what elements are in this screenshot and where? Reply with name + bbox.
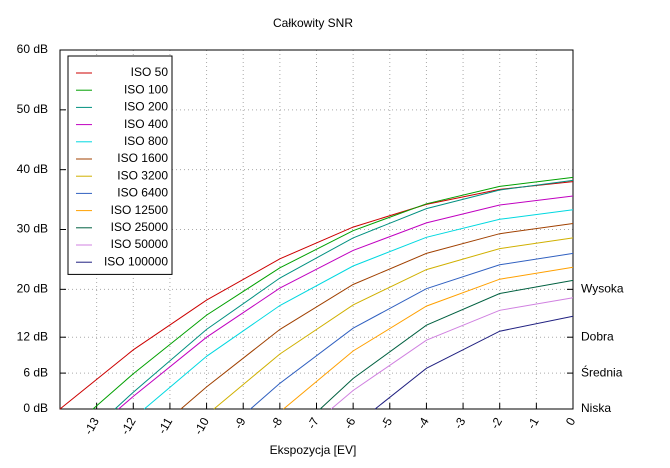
chart-title: Całkowity SNR xyxy=(273,16,353,30)
legend-label: ISO 50 xyxy=(131,65,169,79)
legend-label: ISO 100 xyxy=(124,82,168,96)
legend-label: ISO 3200 xyxy=(117,168,168,182)
series-line xyxy=(250,252,574,410)
y-tick-label: 50 dB xyxy=(17,102,48,116)
y2-tick-label: Wysoka xyxy=(581,282,624,296)
series-line xyxy=(319,279,574,410)
y2-tick-label: Średnia xyxy=(581,364,623,379)
legend-label: ISO 50000 xyxy=(111,237,169,251)
y-tick-label: 0 dB xyxy=(23,401,48,415)
series-line xyxy=(118,195,574,410)
y-tick-label: 6 dB xyxy=(23,365,48,379)
series-line xyxy=(374,315,574,410)
y2-tick-label: Dobra xyxy=(581,329,614,343)
legend-label: ISO 25000 xyxy=(111,220,169,234)
legend-label: ISO 200 xyxy=(124,100,168,114)
y-tick-label: 40 dB xyxy=(17,162,48,176)
y-tick-label: 60 dB xyxy=(17,42,48,56)
y-tick-label: 30 dB xyxy=(17,222,48,236)
series-line xyxy=(92,176,574,410)
legend-box xyxy=(67,55,173,275)
legend-label: ISO 6400 xyxy=(117,186,168,200)
y-tick-label: 12 dB xyxy=(17,329,48,343)
series-line xyxy=(143,209,574,410)
series-line xyxy=(213,237,574,410)
series-line xyxy=(283,266,574,410)
legend-label: ISO 100000 xyxy=(104,254,168,268)
y2-tick-label: Niska xyxy=(581,401,611,415)
legend-label: ISO 400 xyxy=(124,117,168,131)
y-tick-label: 20 dB xyxy=(17,282,48,296)
x-axis-label: Ekspozycja [EV] xyxy=(270,443,357,457)
legend-label: ISO 12500 xyxy=(111,203,169,217)
series-line xyxy=(330,297,574,410)
legend-label: ISO 800 xyxy=(124,134,168,148)
series-line xyxy=(114,179,574,410)
legend-label: ISO 1600 xyxy=(117,151,168,165)
series-line xyxy=(180,223,574,410)
series-line xyxy=(59,181,574,410)
plot-border xyxy=(59,49,574,410)
